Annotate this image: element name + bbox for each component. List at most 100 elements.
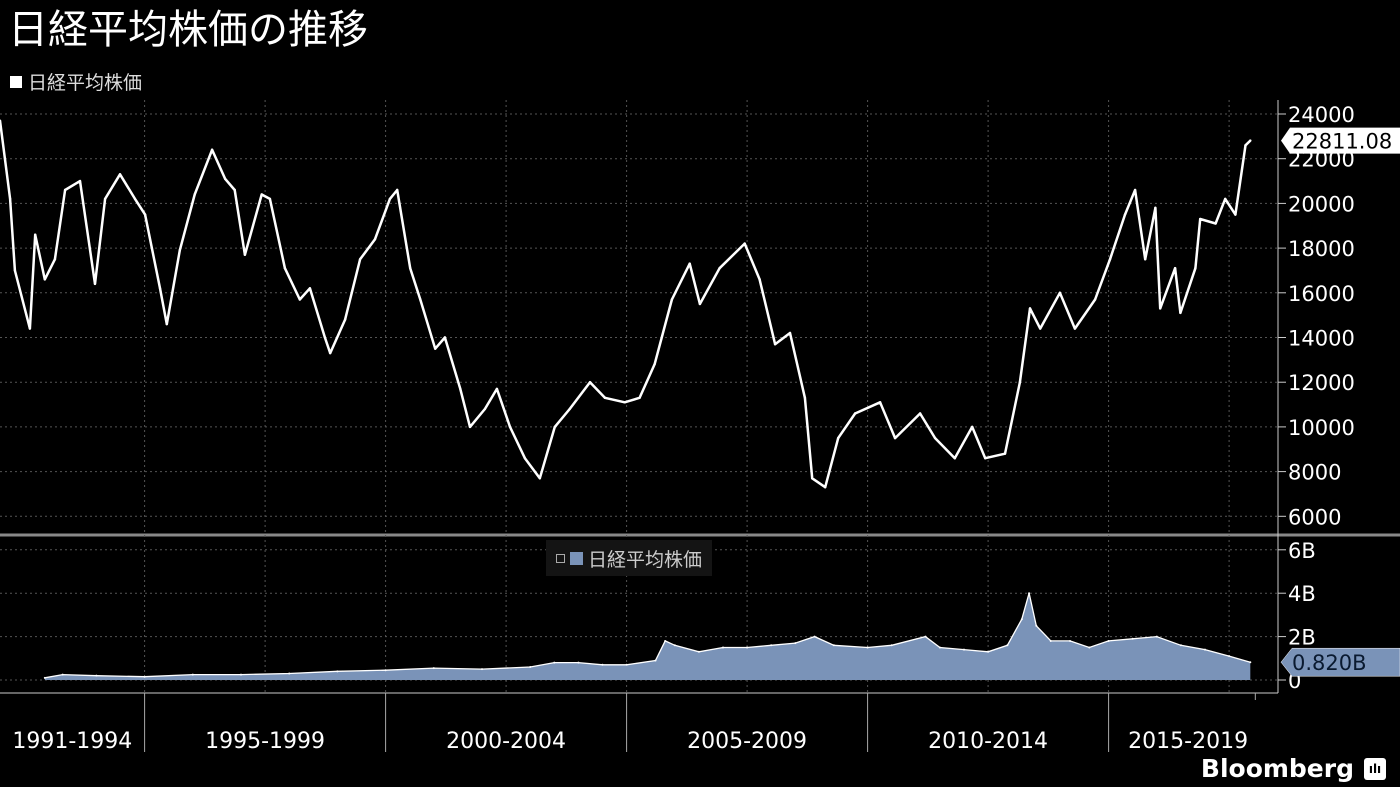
price-point — [984, 456, 987, 460]
volume-point — [143, 675, 146, 678]
price-point — [653, 363, 656, 366]
volume-point — [1131, 637, 1134, 640]
price-point — [1018, 381, 1022, 384]
price-point — [933, 436, 937, 440]
price-point — [1038, 327, 1042, 330]
price-point — [823, 486, 827, 489]
volume-point — [890, 644, 893, 647]
price-point — [603, 396, 607, 400]
volume-point — [770, 644, 773, 647]
volume-point — [1049, 639, 1052, 642]
price-point — [103, 197, 107, 201]
price-point — [0, 119, 2, 122]
price-point — [143, 213, 147, 216]
price-point — [568, 407, 571, 411]
price-point — [670, 298, 674, 301]
price-point — [483, 407, 487, 411]
volume-point — [1228, 655, 1231, 658]
brand-text: Bloomberg — [1200, 754, 1354, 783]
price-point — [459, 387, 462, 391]
volume-point — [432, 667, 435, 670]
price-point — [1003, 452, 1007, 455]
price-point — [434, 347, 437, 350]
price-point — [1249, 139, 1252, 142]
price-point — [1173, 267, 1177, 270]
legend-toggle-icon[interactable] — [556, 553, 565, 563]
price-point — [853, 412, 857, 415]
volume-point — [481, 668, 483, 671]
price-point — [63, 188, 67, 192]
volume-point — [288, 672, 291, 675]
price-point — [1244, 144, 1247, 147]
volume-area — [44, 593, 1251, 680]
volume-point — [1069, 639, 1072, 642]
price-point — [1214, 222, 1217, 225]
price-point — [1224, 197, 1227, 201]
price-point — [1158, 307, 1162, 310]
price-point — [43, 278, 47, 281]
price-point — [53, 258, 57, 261]
volume-point — [832, 644, 835, 647]
y-tick-label: 20000 — [1288, 192, 1355, 216]
volume-point — [654, 659, 657, 662]
y-tick-label: 10000 — [1288, 416, 1355, 440]
volume-point — [601, 663, 604, 666]
volume-legend: 日経平均株価 — [546, 540, 713, 576]
price-point — [788, 331, 792, 335]
price-point — [8, 197, 12, 201]
y-tick-label: 8000 — [1288, 461, 1341, 485]
price-point — [1073, 327, 1077, 330]
price-point — [283, 267, 287, 270]
x-tick-label: 2005-2009 — [687, 729, 807, 754]
volume-point — [577, 661, 580, 664]
volume-point — [1107, 639, 1110, 642]
legend-swatch — [570, 551, 583, 565]
y-tick-label: 12000 — [1288, 371, 1355, 395]
price-point — [388, 197, 392, 201]
y-tick-label: 24000 — [1288, 103, 1355, 127]
volume-point — [1035, 624, 1038, 627]
last-price-marker — [1281, 127, 1400, 154]
volume-point — [866, 646, 869, 649]
volume-point — [746, 646, 749, 649]
price-point — [243, 253, 247, 257]
price-point — [878, 401, 882, 404]
price-line — [0, 120, 1252, 489]
price-point — [308, 287, 312, 290]
volume-point — [61, 673, 64, 676]
y-tick-label: 14000 — [1288, 327, 1355, 351]
price-point — [78, 179, 82, 183]
bloomberg-logo: Bloomberg ılı — [1201, 754, 1386, 783]
price-point — [468, 425, 472, 429]
volume-point — [987, 650, 990, 653]
volume-point — [191, 673, 194, 676]
volume-point — [1155, 635, 1158, 638]
price-point — [553, 425, 556, 429]
price-point — [158, 287, 162, 290]
price-point — [323, 336, 327, 339]
price-point — [419, 298, 422, 301]
legend-swatch — [10, 75, 22, 88]
price-point — [13, 269, 17, 272]
price-point — [1133, 188, 1137, 192]
volume-point — [43, 676, 46, 679]
x-tick-label: 1995-1999 — [205, 729, 325, 754]
volume-point — [95, 674, 98, 677]
y-tick-label: 4B — [1288, 582, 1316, 606]
price-point — [523, 456, 527, 460]
chart-title: 日経平均株価の推移 — [8, 7, 368, 53]
volume-point — [1006, 644, 1009, 647]
y-tick-label: 6B — [1288, 539, 1316, 563]
price-point — [810, 477, 814, 480]
price-point — [260, 193, 263, 196]
price-point — [1144, 258, 1147, 261]
price-point — [758, 278, 761, 281]
price-point — [223, 177, 227, 181]
volume-point — [1204, 648, 1206, 651]
x-tick-label: 1991-1994 — [12, 729, 132, 754]
price-legend: 日経平均株価 — [10, 68, 142, 95]
y-tick-label: 6000 — [1288, 505, 1341, 529]
price-point — [1058, 291, 1062, 294]
volume-point — [813, 635, 816, 638]
